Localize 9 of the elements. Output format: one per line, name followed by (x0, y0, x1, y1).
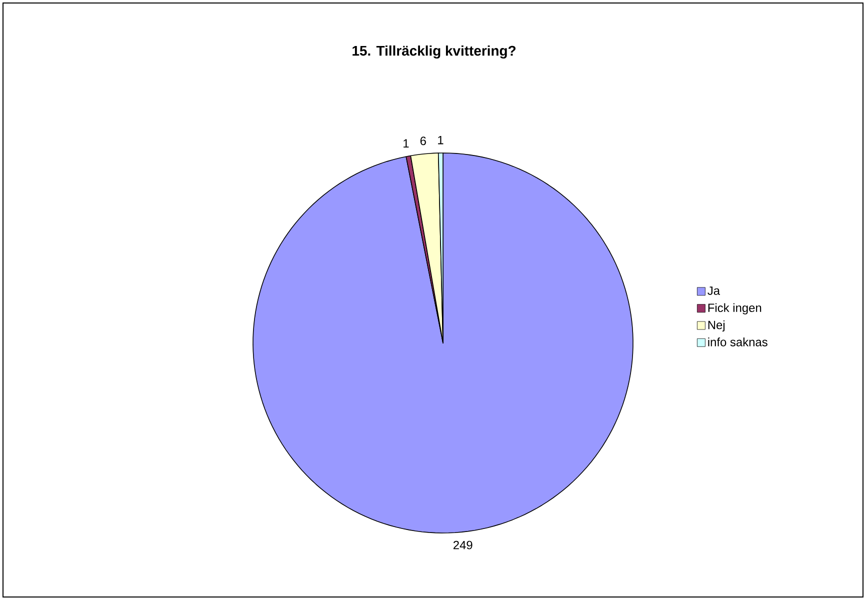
data-label: 1 (438, 136, 444, 144)
legend-label: Nej (708, 320, 725, 332)
data-label: 249 (453, 540, 472, 550)
chart-title: 15. Tillräcklig kvittering? (352, 45, 516, 59)
legend-label: info saknas (708, 338, 768, 346)
data-label: 1 (404, 139, 409, 148)
legend-label: Ja (708, 286, 720, 295)
data-label: 6 (420, 136, 426, 146)
legend-label: Fick ingen (708, 303, 762, 314)
